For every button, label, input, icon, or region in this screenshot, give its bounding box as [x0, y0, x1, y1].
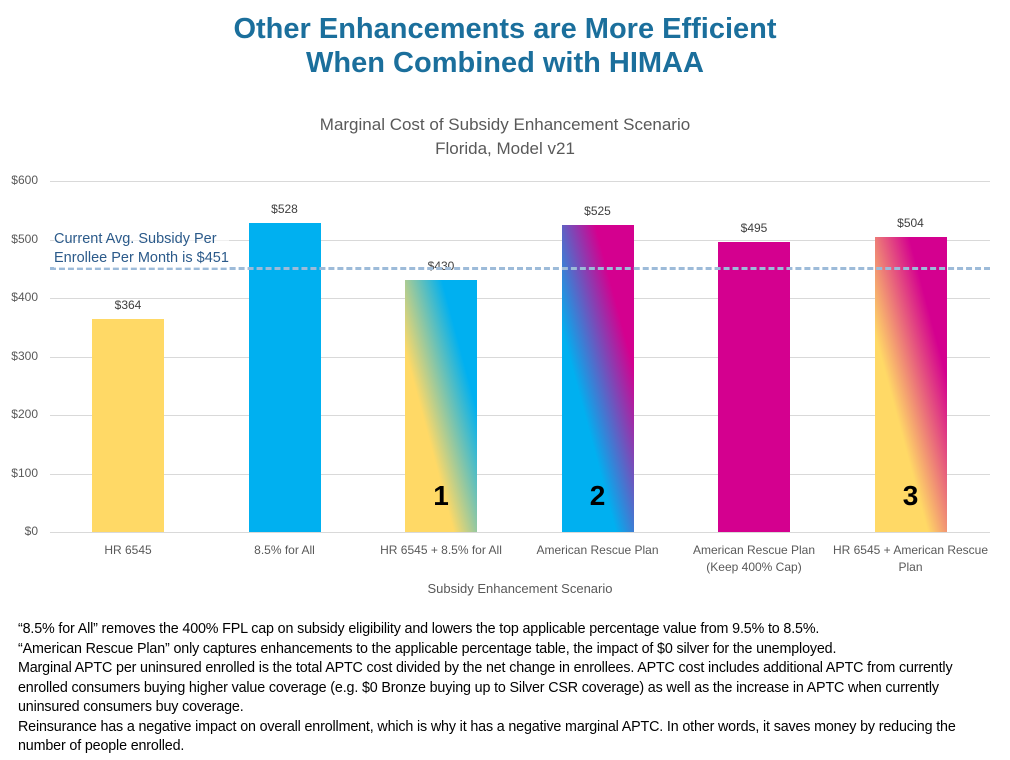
bar-number-label: 2 — [589, 480, 606, 511]
x-tick-label-line: American Rescue Plan — [692, 543, 816, 557]
x-tick-label-line: 8.5% for All — [254, 543, 315, 557]
bar — [92, 319, 164, 532]
slide-title: Other Enhancements are More Efficient Wh… — [0, 12, 1010, 80]
x-tick-label-line: (Keep 400% Cap) — [706, 560, 802, 574]
gridline — [50, 473, 990, 475]
title-line-2: When Combined with HIMAA — [306, 47, 704, 79]
reference-label-line: Current Avg. Subsidy Per — [54, 231, 217, 247]
x-tick-label-line: Plan — [898, 560, 923, 574]
reference-line — [50, 267, 990, 271]
gridline — [50, 532, 990, 533]
chart-title-block: Marginal Cost of Subsidy Enhancement Sce… — [0, 113, 1010, 161]
reference-label-line: Enrollee Per Month is $451 — [54, 250, 229, 266]
bar — [718, 242, 790, 532]
y-tick-label: $500 — [11, 231, 38, 246]
x-tick-label: HR 6545 + American Rescue Plan — [831, 542, 991, 576]
x-tick-label: American Rescue Plan — [518, 542, 678, 559]
footnote: Marginal APTC per uninsured enrolled is … — [18, 660, 953, 715]
y-tick-label: $100 — [11, 465, 38, 480]
gridline — [50, 181, 990, 182]
gridline — [50, 415, 990, 416]
y-tick-label: $600 — [11, 173, 38, 187]
reference-line-label: Current Avg. Subsidy Per Enrollee Per Mon… — [54, 230, 229, 268]
footnote: Reinsurance has a negative impact on ove… — [18, 718, 956, 755]
x-tick-label: HR 6545 + 8.5% for All — [361, 542, 521, 559]
bar-chart: $0 $100 $200 $300 $400 $500 $600 $364 HR 6545 $52… — [11, 173, 991, 576]
y-tick-label: $0 — [24, 524, 38, 538]
gridline — [50, 239, 990, 241]
data-label: $495 — [740, 221, 768, 236]
x-tick-label: American Rescue Plan (Keep 400% Cap) — [674, 542, 834, 576]
footnote: “American Rescue Plan” only captures enh… — [18, 640, 837, 657]
gridline — [50, 298, 990, 299]
bar — [561, 224, 634, 532]
x-tick-label-line: American Rescue Plan — [536, 543, 659, 557]
x-tick-label: 8.5% for All — [205, 542, 365, 559]
y-tick-label: $400 — [11, 290, 38, 304]
y-tick-label: $200 — [11, 407, 38, 421]
chart-subtitle: Florida, Model v21 — [435, 139, 575, 158]
gridline — [50, 356, 990, 358]
footnotes: “8.5% for All” removes the 400% FPL cap … — [18, 620, 1003, 757]
x-axis-label: Subsidy Enhancement Scenario — [427, 581, 613, 596]
footnote: “8.5% for All” removes the 400% FPL cap … — [18, 621, 820, 637]
x-tick-label-line: HR 6545 — [104, 543, 152, 557]
bar-number-label: 3 — [902, 480, 919, 511]
data-label: $528 — [271, 202, 298, 217]
x-tick-label-line: HR 6545 + 8.5% for All — [380, 543, 502, 557]
bar — [248, 223, 321, 532]
data-label: $364 — [114, 298, 142, 313]
x-tick-label: HR 6545 — [48, 542, 208, 559]
bar-number-label: 1 — [433, 480, 449, 511]
y-tick-label: $300 — [11, 348, 38, 363]
chart-title: Marginal Cost of Subsidy Enhancement Sce… — [319, 115, 691, 134]
data-label: $504 — [897, 216, 924, 231]
data-label: $525 — [584, 203, 611, 218]
bar — [874, 237, 947, 532]
title-line-1: Other Enhancements are More Efficient — [233, 13, 777, 45]
x-tick-label-line: HR 6545 + American Rescue — [832, 543, 989, 557]
bar — [405, 280, 477, 532]
